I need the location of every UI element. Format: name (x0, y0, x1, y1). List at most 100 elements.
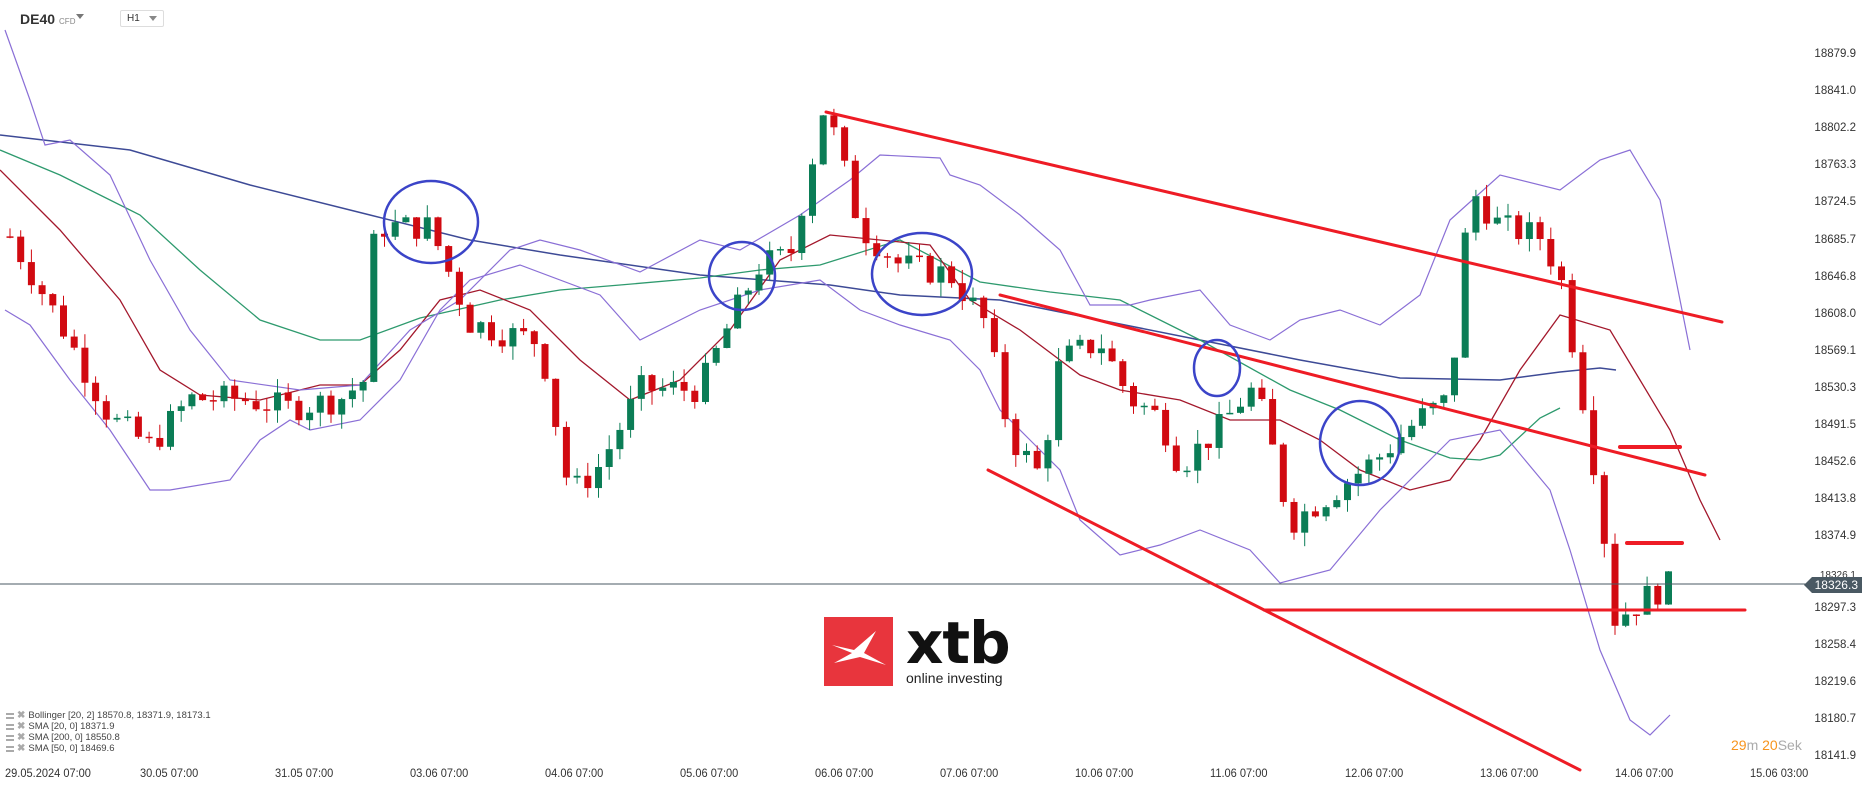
candle-body (520, 328, 528, 332)
time-tick: 06.06 07:00 (815, 766, 874, 780)
close-icon[interactable]: ✖ (17, 732, 26, 743)
symbol-selector[interactable]: DE40 CFD (20, 11, 75, 27)
candle-countdown: 29m 20Sek (1731, 737, 1802, 753)
candle-body (102, 401, 110, 420)
candle-body (17, 236, 25, 263)
price-tick: 18569.1 (1814, 344, 1856, 357)
candle-body (231, 385, 239, 399)
candle-body (1611, 543, 1619, 626)
time-tick: 07.06 07:00 (940, 766, 999, 780)
candle-body (851, 160, 859, 219)
price-tick: 18763.3 (1814, 159, 1856, 172)
candle-body (167, 410, 174, 447)
candle-body (809, 164, 816, 216)
candle-body (81, 347, 89, 383)
candle-body (60, 305, 67, 337)
price-tick: 18685.7 (1814, 233, 1856, 246)
bollinger-lower (4, 264, 1671, 736)
price-tick: 18374.9 (1814, 530, 1856, 543)
candle-body (648, 375, 656, 391)
candle-body (1536, 222, 1544, 239)
candle-body (1344, 483, 1351, 501)
menu-icon[interactable] (6, 745, 14, 752)
candle-body (595, 467, 602, 489)
candle-body (220, 385, 228, 402)
close-icon[interactable]: ✖ (17, 710, 26, 721)
candle-body (1558, 266, 1565, 281)
candle-body (199, 394, 207, 401)
chevron-down-icon[interactable] (76, 14, 84, 19)
candle-body (381, 233, 388, 237)
candle-body (573, 475, 581, 478)
chart-toolbar: DE40 CFD H1 (0, 0, 1866, 40)
candle-body (894, 257, 902, 264)
price-tick: 18141.9 (1814, 749, 1856, 762)
candle-body (252, 401, 260, 410)
xtb-logo-mark (824, 617, 893, 686)
candle-body (391, 222, 399, 237)
price-tick: 18879.9 (1814, 48, 1856, 60)
chevron-down-icon (149, 16, 157, 21)
menu-icon[interactable] (6, 734, 14, 741)
candle-body (1568, 280, 1576, 353)
candle-body (627, 398, 635, 430)
candle-body (477, 322, 485, 333)
time-tick: 12.06 07:00 (1345, 766, 1404, 780)
time-tick: 29.05.2024 07:00 (5, 766, 91, 780)
candle-body (338, 399, 346, 415)
candle-body (1130, 386, 1137, 407)
time-tick: 04.06 07:00 (545, 766, 604, 780)
candle-body (1247, 387, 1255, 407)
candle-body (498, 340, 506, 347)
highlight-circle (1192, 338, 1242, 398)
candle-body (637, 375, 645, 399)
candle-body (6, 236, 14, 238)
candle-body (755, 274, 763, 291)
price-tick: 18491.5 (1814, 419, 1856, 431)
candle-body (744, 290, 752, 295)
candle-body (188, 394, 196, 407)
candle-body (1001, 352, 1009, 420)
candle-body (263, 409, 271, 411)
close-icon[interactable]: ✖ (17, 721, 26, 732)
candle-body (541, 344, 549, 379)
menu-icon[interactable] (6, 712, 14, 719)
price-tick: 18608.0 (1814, 307, 1856, 320)
time-tick: 03.06 07:00 (410, 766, 469, 780)
candle-body (926, 255, 934, 283)
candle-body (1632, 614, 1640, 616)
time-tick: 31.05 07:00 (275, 766, 334, 780)
legend-item-sma200: ✖ SMA [200, 0] 18550.8 (6, 732, 211, 743)
sma50-line (0, 149, 1561, 461)
candle-body (1204, 443, 1212, 448)
close-icon[interactable]: ✖ (17, 743, 26, 754)
menu-icon[interactable] (6, 723, 14, 730)
xtb-logo: xtb online investing (824, 609, 1024, 687)
candle-body (990, 318, 998, 353)
candle-body (776, 249, 784, 251)
candle-body (209, 400, 217, 402)
candle-body (1076, 339, 1084, 346)
highlight-circle (382, 179, 480, 265)
timeframe-select[interactable]: H1 (120, 10, 164, 27)
candle-body (1119, 361, 1127, 387)
candle-body (1140, 405, 1148, 408)
candle-body (1622, 614, 1630, 626)
candle-body (241, 398, 249, 402)
timeframe-value: H1 (127, 13, 140, 24)
symbol-name: DE40 (20, 11, 56, 27)
candle-body (1600, 475, 1608, 544)
candle-body (488, 322, 495, 341)
candle-body (1183, 470, 1191, 473)
candle-body (798, 215, 806, 254)
candle-body (1269, 399, 1277, 445)
candle-body (605, 449, 613, 468)
candle-body (1376, 457, 1384, 460)
candle-body (316, 395, 324, 413)
highlight-circle (870, 231, 974, 317)
candle-body (1504, 215, 1512, 218)
candle-body (1322, 507, 1330, 517)
candle-body (49, 294, 57, 306)
candle-body (1386, 453, 1394, 458)
